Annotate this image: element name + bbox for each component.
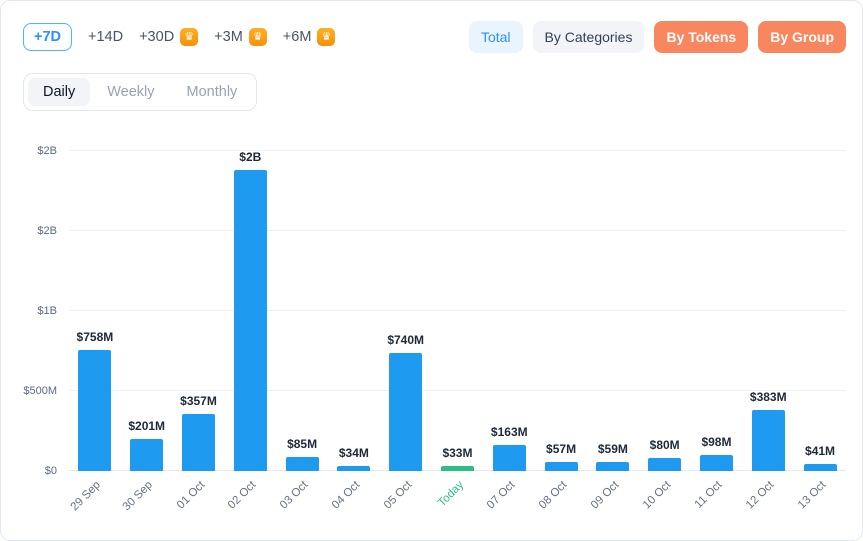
period-label: +7D	[34, 29, 62, 45]
bar-value-label: $201M	[128, 418, 166, 433]
tab-monthly[interactable]: Monthly	[172, 78, 253, 106]
bars: $758M 29 Sep $201M 30 Sep $357M 01 Oct $2B 02 O…	[69, 150, 846, 514]
period-14d-button[interactable]: +14D	[88, 29, 123, 45]
x-axis-tick: Today	[435, 479, 466, 510]
bar-value-label: $80M	[649, 438, 680, 453]
bar-value-label: $41M	[805, 444, 836, 459]
period-label: +14D	[88, 29, 124, 45]
bar[interactable]	[337, 465, 371, 471]
view-filter-group: Total By Categories By Tokens By Group	[468, 21, 846, 53]
x-axis-tick: 12 Oct	[744, 479, 777, 512]
bar[interactable]	[803, 464, 837, 471]
bar-group: $201M 30 Sep	[121, 151, 173, 513]
gridline	[69, 150, 846, 151]
bar[interactable]	[699, 455, 733, 471]
y-axis-tick: $1B	[37, 305, 57, 317]
bar[interactable]	[389, 352, 423, 471]
bar-group: $85M 03 Oct	[276, 151, 328, 511]
granularity-tabs: Daily Weekly Monthly	[23, 73, 258, 111]
x-axis-tick: 13 Oct	[796, 479, 829, 512]
period-7d-button[interactable]: +7D	[23, 23, 73, 51]
period-30d-button[interactable]: +30D ♛	[139, 28, 199, 46]
bar-group: $357M 01 Oct	[173, 151, 225, 512]
bar-value-label: $34M	[338, 445, 369, 460]
x-axis-tick: 11 Oct	[693, 479, 725, 511]
bar-group: $41M 13 Oct	[794, 151, 846, 511]
view-total-button[interactable]: Total	[468, 21, 523, 53]
x-axis-tick: 03 Oct	[278, 479, 311, 512]
x-axis-tick: 07 Oct	[485, 479, 518, 512]
bar-value-label: $383M	[749, 389, 787, 404]
bar[interactable]	[130, 438, 164, 471]
bar-group: $98M 11 Oct	[691, 151, 743, 511]
bar-group: $34M 04 Oct	[328, 151, 380, 511]
x-axis-tick: 02 Oct	[226, 479, 259, 512]
bar[interactable]	[233, 170, 267, 471]
x-axis-tick: 04 Oct	[329, 479, 363, 512]
view-by-group-button[interactable]: By Group	[758, 21, 846, 53]
x-axis-tick: 05 Oct	[381, 479, 415, 512]
bar-group: $33M Today	[432, 151, 484, 509]
gridline	[69, 310, 846, 311]
x-axis-tick: 29 Sep	[69, 479, 104, 514]
x-axis-tick: 30 Sep	[120, 479, 156, 514]
bar-group: $383M 12 Oct	[742, 151, 794, 512]
tab-weekly[interactable]: Weekly	[92, 78, 169, 106]
bar-value-label: $2B	[239, 150, 262, 165]
period-filter-group: +7D +14D +30D ♛ +3M ♛ +6M ♛	[23, 23, 336, 51]
bar-value-label: $59M	[597, 441, 628, 456]
y-axis: $0 $500M $1B $2B $2B	[1, 145, 63, 477]
bar-value-label: $33M	[442, 445, 473, 460]
bar-group: $163M 07 Oct	[483, 151, 535, 512]
tab-daily[interactable]: Daily	[28, 78, 91, 106]
y-axis-tick: $0	[44, 465, 57, 477]
bar-group: $2B 02 Oct	[224, 150, 276, 511]
bar-value-label: $740M	[387, 332, 425, 347]
bar-value-label: $163M	[490, 424, 528, 439]
x-axis-tick: 08 Oct	[537, 479, 570, 512]
y-axis-tick: $2B	[37, 225, 57, 237]
crown-icon: ♛	[180, 28, 199, 46]
period-3m-button[interactable]: +3M ♛	[214, 28, 267, 46]
y-axis-tick: $500M	[23, 385, 57, 397]
y-axis-tick: $2B	[37, 145, 57, 157]
period-label: +30D	[139, 29, 175, 45]
bar[interactable]	[285, 457, 319, 471]
plot-area: $758M 29 Sep $201M 30 Sep $357M 01 Oct $2B 02 O…	[69, 150, 846, 514]
period-6m-button[interactable]: +6M ♛	[283, 28, 336, 46]
gridline	[69, 230, 846, 231]
bar-group: $57M 08 Oct	[535, 151, 587, 511]
toolbar: +7D +14D +30D ♛ +3M ♛ +6M ♛ Total By Cat…	[23, 21, 846, 53]
bar-value-label: $98M	[701, 435, 732, 450]
gridline	[69, 390, 846, 391]
view-by-tokens-button[interactable]: By Tokens	[654, 21, 749, 53]
x-axis-tick: 10 Oct	[640, 479, 674, 512]
crown-icon: ♛	[317, 28, 336, 46]
bar-group: $80M 10 Oct	[639, 151, 691, 511]
bar[interactable]	[492, 444, 526, 471]
bar-group: $59M 09 Oct	[587, 151, 639, 511]
crown-icon: ♛	[248, 28, 267, 46]
bar-group: $758M 29 Sep	[69, 151, 121, 514]
x-axis-tick: 09 Oct	[588, 479, 622, 512]
bar-value-label: $357M	[180, 393, 217, 408]
bar-value-label: $758M	[76, 329, 114, 344]
bar-group: $740M 05 Oct	[380, 151, 432, 512]
bar[interactable]	[648, 458, 682, 471]
bar[interactable]	[181, 413, 215, 471]
period-label: +6M	[282, 29, 312, 45]
bar-value-label: $57M	[546, 441, 577, 456]
x-axis-tick: 01 Oct	[174, 479, 207, 512]
bar[interactable]	[78, 349, 112, 471]
bar-value-label: $85M	[287, 437, 318, 452]
view-by-categories-button[interactable]: By Categories	[532, 21, 645, 53]
bar[interactable]	[751, 409, 785, 471]
period-label: +3M	[214, 29, 243, 45]
bar[interactable]	[544, 461, 578, 471]
bar[interactable]	[596, 461, 630, 471]
bar-today[interactable]	[440, 465, 474, 471]
